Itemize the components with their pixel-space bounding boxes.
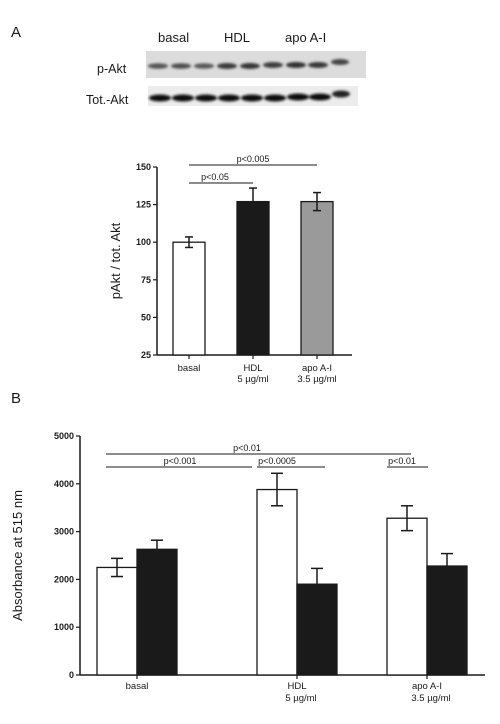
bar-b-g2-s0 [386,517,428,676]
blot-column-basal: basal [158,30,190,45]
blot-column-hdl: HDL [224,30,251,45]
blot-row-pakt: p-Akt [97,62,127,76]
bar-b-g1-s0 [256,488,298,676]
y-axis-label-a: pAkt / tot. Akt [108,222,123,299]
category-label-b-1-0: HDL [287,681,306,692]
panel-label-b: B [11,390,22,407]
y-tick-label-b-2: 2000 [54,574,74,584]
category-label-a-1-0: HDL [243,363,262,374]
category-label-b-2-0: apo A-I [412,681,442,692]
bar-b-g0-s0 [96,566,138,676]
category-label-b-1-1: 5 µg/ml [285,693,316,704]
category-label-a-2-0: apo A-I [302,363,332,374]
category-label-b-0-0: basal [126,681,149,692]
significance-label-b-0: p<0.001 [164,456,197,466]
category-label-a-1-1: 5 µg/ml [237,374,268,385]
bar-a-1 [236,200,270,356]
bar-a-2 [300,200,334,356]
bar-b-g0-s1 [136,548,178,676]
y-tick-label-b-4: 4000 [54,479,74,489]
blot-column-apoai: apo A-I [285,30,327,45]
significance-label-a-0: p<0.05 [201,172,229,182]
blot-row-totakt: Tot.-Akt [86,93,129,107]
y-tick-label-a-4: 125 [136,200,151,210]
y-tick-label-a-0: 25 [141,350,151,360]
significance-label-b-3: p<0.01 [388,456,416,466]
y-tick-label-b-3: 3000 [54,527,74,537]
y-axis-label-b: Absorbance at 515 nm [10,490,25,621]
category-label-b-2-1: 3.5 µg/ml [411,693,450,704]
significance-label-b-2: p<0.0005 [258,456,296,466]
significance-label-a-1: p<0.005 [237,154,270,164]
bar-b-g2-s1 [426,565,468,676]
y-tick-label-a-2: 75 [141,275,151,285]
y-tick-label-b-1: 1000 [54,622,74,632]
western-blot-image [146,51,366,106]
bar-a-0 [172,241,206,356]
category-label-a-2-1: 3.5 µg/ml [297,374,336,385]
y-tick-label-a-5: 150 [136,162,151,172]
significance-label-b-1: p<0.01 [233,443,261,453]
panel-label-a: A [11,24,22,41]
y-tick-label-b-0: 0 [69,670,74,680]
y-tick-label-b-5: 5000 [54,431,74,441]
y-tick-label-a-3: 100 [136,237,151,247]
y-tick-label-a-1: 50 [141,312,151,322]
category-label-a-0-0: basal [178,363,201,374]
